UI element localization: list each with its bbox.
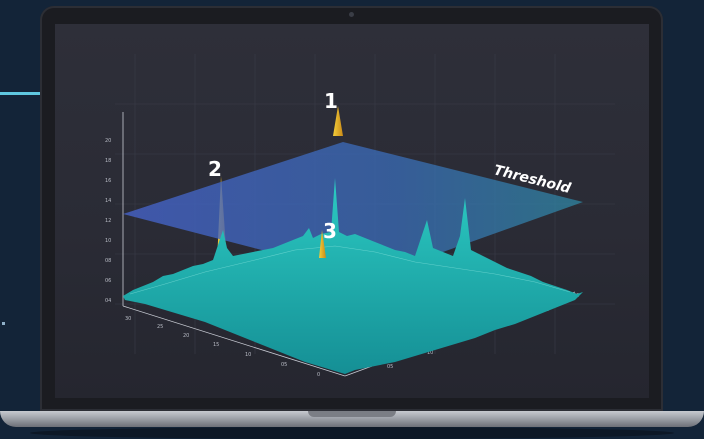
- z-tick: 06: [105, 278, 111, 284]
- peak-label-3: 3: [323, 219, 337, 243]
- z-tick: 12: [105, 218, 111, 224]
- z-tick: 10: [105, 238, 111, 244]
- z-tick: 14: [105, 198, 111, 204]
- laptop-base: [0, 411, 704, 427]
- z-tick: 18: [105, 158, 111, 164]
- decorative-dot: [2, 322, 5, 325]
- peak-1-top: [333, 106, 343, 136]
- x-tick: 25: [157, 324, 163, 330]
- x-tick: 20: [183, 333, 189, 339]
- webcam-icon: [349, 12, 354, 17]
- z-tick: 20: [105, 138, 111, 144]
- peak-label-2: 2: [208, 157, 222, 181]
- laptop-screen: 20 18 16 14 12 10 08 06 04 30 25 20 15 1…: [55, 24, 649, 398]
- laptop-shadow: [30, 427, 674, 439]
- y-tick: 05: [387, 364, 393, 370]
- x-tick: 05: [281, 362, 287, 368]
- data-surface: [123, 178, 583, 374]
- surface-highlight: [129, 245, 571, 295]
- x-tick: 15: [213, 342, 219, 348]
- z-tick: 04: [105, 298, 111, 304]
- peak-label-1: 1: [324, 89, 338, 113]
- peak-3: [319, 230, 326, 258]
- x-tick: 10: [245, 352, 251, 358]
- threshold-plane: [123, 142, 583, 278]
- x-tick: 30: [125, 316, 131, 322]
- y-tick: 10: [427, 350, 433, 356]
- left-axis-ticks: 30 25 20 15 10 05 0: [125, 316, 320, 378]
- x-axis-line: [122, 305, 346, 377]
- laptop-hinge-notch: [308, 411, 396, 417]
- z-axis-ticks: 20 18 16 14 12 10 08 06 04: [105, 138, 111, 304]
- accent-line: [0, 92, 44, 95]
- x-tick: 0: [317, 372, 320, 378]
- z-tick: 16: [105, 178, 111, 184]
- surface-plot: 20 18 16 14 12 10 08 06 04 30 25 20 15 1…: [105, 54, 615, 378]
- z-tick: 08: [105, 258, 111, 264]
